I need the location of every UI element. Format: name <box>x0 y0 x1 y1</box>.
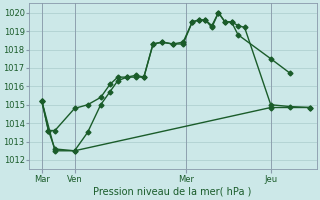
X-axis label: Pression niveau de la mer( hPa ): Pression niveau de la mer( hPa ) <box>93 187 252 197</box>
